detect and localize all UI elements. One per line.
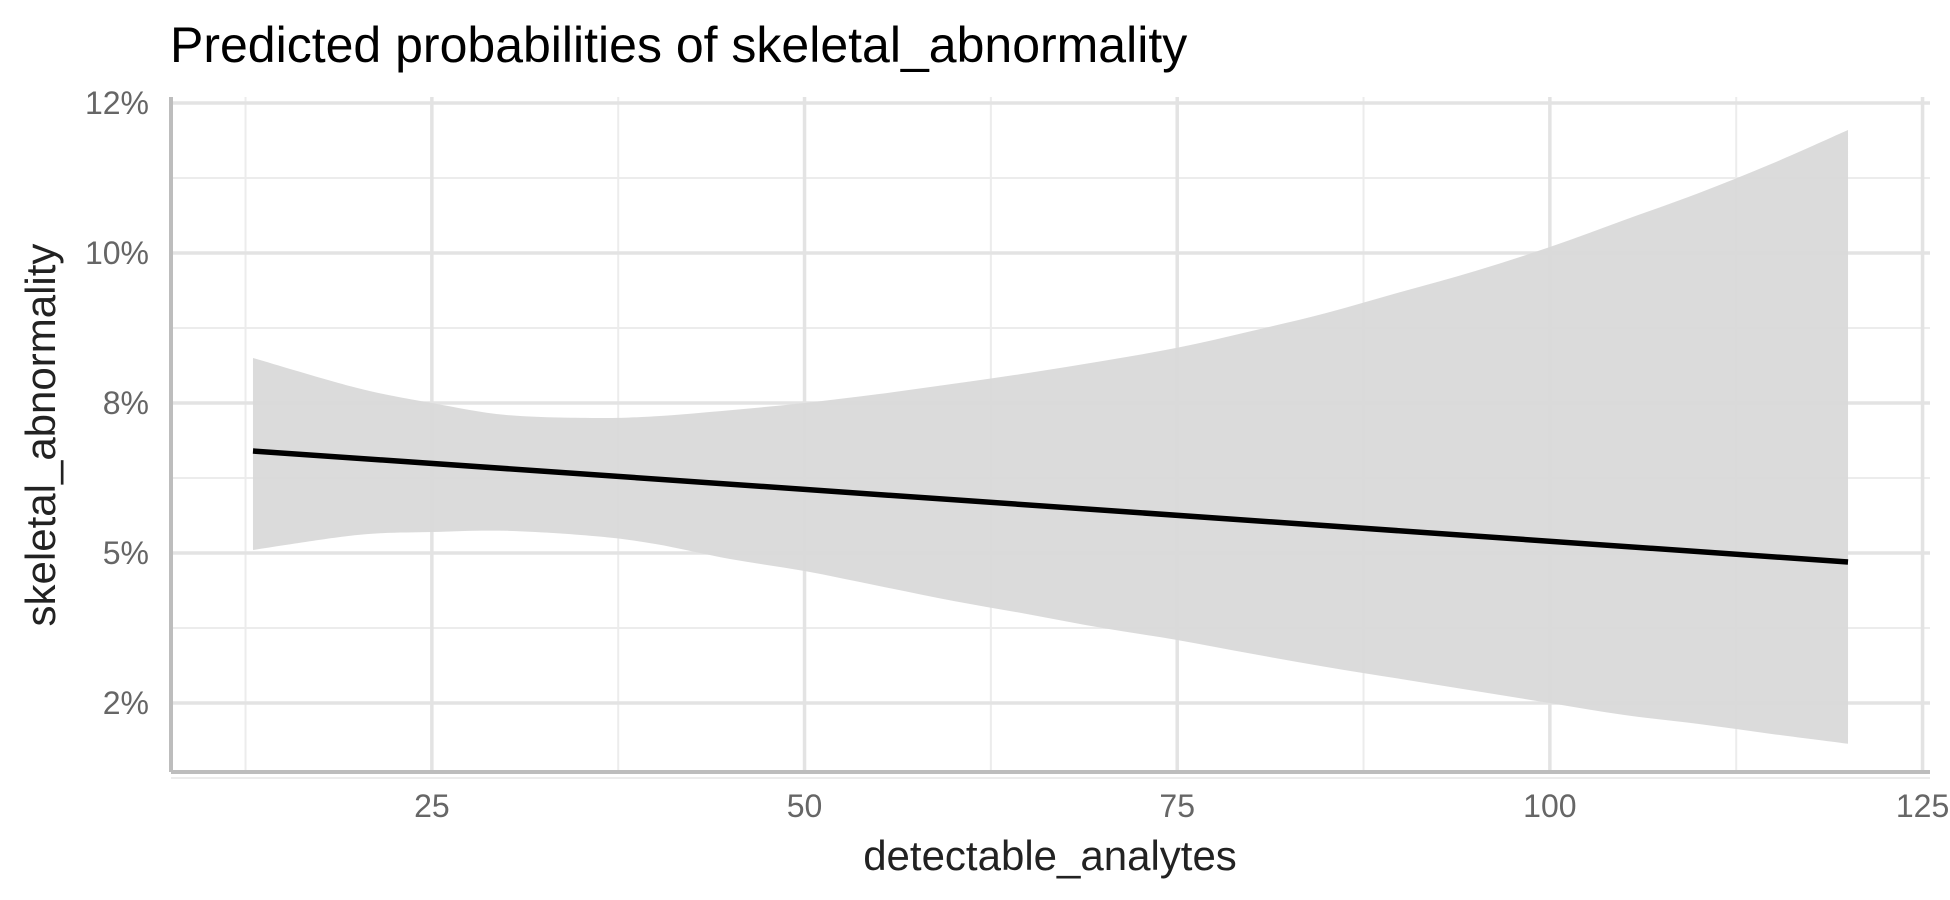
- x-tick-labels: 25 50 75 100 125: [414, 788, 1949, 824]
- x-tick-label: 75: [1159, 788, 1195, 824]
- y-tick-label: 2%: [103, 685, 149, 721]
- y-tick-label: 8%: [103, 385, 149, 421]
- prediction-line: [252, 448, 1849, 565]
- y-axis-title: skeletal_abnormality: [17, 244, 64, 627]
- confidence-band: [252, 130, 1849, 744]
- chart-title: Predicted probabilities of skeletal_abno…: [170, 17, 1187, 73]
- x-tick-label: 100: [1523, 788, 1576, 824]
- y-tick-label: 12%: [85, 85, 149, 121]
- x-tick-label: 25: [414, 788, 450, 824]
- y-tick-labels: 2% 5% 8% 10% 12%: [85, 85, 149, 721]
- x-tick-label: 125: [1896, 788, 1949, 824]
- y-tick-label: 5%: [103, 535, 149, 571]
- x-axis-title: detectable_analytes: [863, 832, 1237, 879]
- y-tick-label: 10%: [85, 235, 149, 271]
- x-tick-label: 50: [787, 788, 823, 824]
